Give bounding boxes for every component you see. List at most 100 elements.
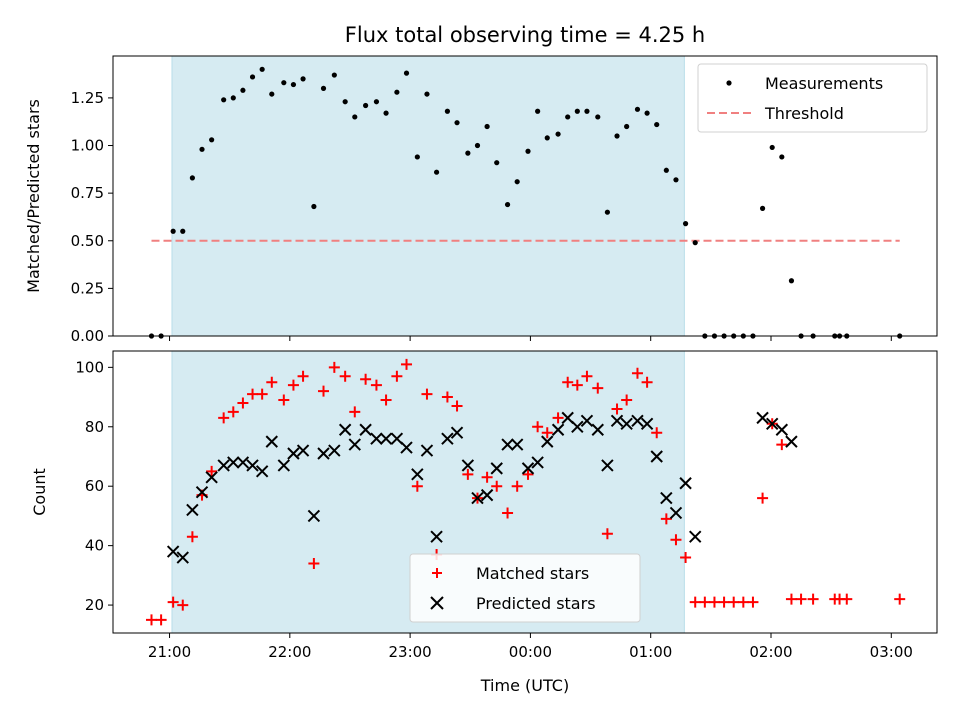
predicted-star-point	[591, 423, 604, 436]
measurement-point	[692, 240, 698, 246]
predicted-star-point	[348, 438, 361, 451]
predicted-star-point	[307, 509, 321, 523]
matched-star-point	[621, 394, 633, 406]
measurement-point	[281, 80, 287, 86]
measurement-point	[565, 114, 571, 120]
predicted-star-point	[186, 503, 199, 517]
matched-star-point	[552, 412, 564, 424]
measurement-point	[474, 142, 481, 149]
x-axis-label: Time (UTC)	[480, 676, 569, 695]
predicted-star-point	[441, 432, 454, 445]
predicted-star-point	[620, 417, 633, 431]
predicted-star-point	[471, 491, 484, 505]
predicted-star-point	[650, 450, 663, 463]
measurement-point	[352, 114, 358, 120]
measurement-point	[331, 72, 337, 78]
matched-star-point	[308, 557, 320, 569]
measurement-point	[525, 148, 531, 154]
matched-star-point	[708, 596, 720, 608]
predicted-star-point	[370, 432, 383, 445]
measurement-point	[240, 87, 246, 93]
predicted-star-point	[166, 545, 180, 558]
measurement-point	[555, 131, 561, 137]
predicted-star-point	[601, 459, 614, 472]
bottom-panel: 21:00 22:00 23:00 00:00 01:00 02:00 03:00 20 40…	[30, 350, 938, 695]
predicted-star-point	[400, 441, 413, 454]
predicted-star-point	[205, 471, 218, 484]
predicted-star-point	[411, 468, 424, 481]
top-y-ticks: 0.00 0.25 0.50 0.75 1.00 1.25	[71, 89, 113, 345]
matched-star-point	[155, 614, 167, 626]
bottom-x-ticks: 21:00 22:00 23:00 00:00 01:00 02:00 03:00	[148, 633, 913, 661]
measurement-point	[249, 74, 256, 80]
measurement-point	[320, 85, 327, 91]
measurement-point	[663, 167, 669, 173]
measurement-point	[595, 114, 601, 120]
matched-star-point	[167, 596, 179, 608]
predicted-star-point	[631, 414, 644, 428]
predicted-star-point	[195, 485, 209, 499]
measurement-point	[614, 133, 620, 139]
predicted-star-point	[217, 459, 230, 472]
matched-star-point	[266, 376, 278, 388]
measurement-point	[544, 135, 550, 141]
top-y-tick-label: 0.75	[71, 184, 104, 202]
x-tick-label: 23:00	[389, 643, 432, 661]
top-panel: 0.00 0.25 0.50 0.75 1.00 1.25 Matched/Predict…	[24, 55, 938, 345]
x-tick-label: 01:00	[629, 643, 672, 661]
predicted-star-point	[775, 423, 789, 436]
measurement-point	[465, 150, 471, 156]
top-y-tick-label: 0.00	[71, 327, 104, 345]
legend-matched-marker	[432, 568, 442, 578]
matched-star-point	[339, 370, 351, 382]
matched-star-point	[462, 468, 474, 480]
predicted-star-point	[510, 438, 524, 451]
predicted-stars-points	[166, 411, 798, 564]
predicted-star-point	[359, 423, 372, 436]
predicted-star-point	[265, 435, 278, 448]
predicted-star-point	[679, 477, 692, 490]
matched-star-point	[349, 406, 361, 418]
legend-predicted-label: Predicted stars	[476, 594, 596, 613]
matched-star-point	[747, 596, 759, 608]
x-tick-label: 02:00	[749, 643, 792, 661]
legend-matched-label: Matched stars	[476, 564, 589, 583]
measurement-point	[290, 81, 297, 88]
measurement-point	[574, 108, 580, 114]
predicted-star-point	[571, 420, 584, 433]
predicted-star-point	[450, 426, 464, 439]
predicted-star-point	[490, 462, 503, 475]
predicted-star-point	[480, 488, 494, 502]
top-observing-span	[171, 55, 685, 337]
matched-star-point	[391, 370, 403, 382]
matched-star-point	[795, 593, 807, 605]
measurement-point	[180, 228, 186, 234]
matched-star-point	[401, 358, 413, 370]
matched-star-point	[592, 382, 604, 394]
predicted-star-point	[328, 444, 341, 457]
matched-star-point	[522, 468, 534, 480]
predicted-star-point	[227, 456, 240, 469]
matched-star-point	[757, 492, 769, 504]
bottom-panel-frame	[112, 350, 938, 634]
matched-star-point	[380, 394, 392, 406]
predicted-star-point	[580, 414, 594, 428]
matched-star-point	[328, 361, 340, 373]
measurement-point	[535, 108, 541, 114]
measurement-point	[779, 154, 785, 160]
measurement-point	[199, 146, 205, 152]
measurement-point	[634, 106, 641, 112]
measurement-point	[363, 102, 369, 109]
matched-star-point	[206, 465, 218, 477]
measurement-point	[230, 95, 236, 101]
top-y-tick-label: 0.25	[71, 279, 104, 297]
matched-star-point	[699, 596, 711, 608]
matched-star-point	[247, 388, 259, 400]
measurement-point	[644, 110, 650, 116]
bottom-y-ticks: 20 40 60 80 100	[75, 358, 113, 614]
x-tick-label: 00:00	[509, 643, 552, 661]
bottom-y-axis-label: Count	[30, 468, 49, 516]
matched-star-point	[481, 471, 493, 483]
predicted-star-point	[430, 530, 443, 543]
predicted-star-point	[277, 459, 291, 472]
